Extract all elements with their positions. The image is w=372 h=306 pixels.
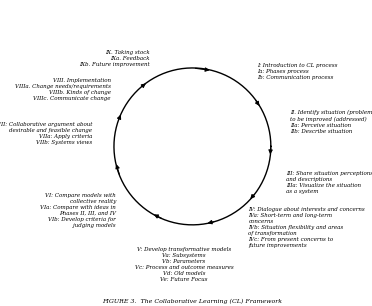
Text: IX. Taking stock
IXa. Feedback
IXb. Future improvement: IX. Taking stock IXa. Feedback IXb. Futu… [79, 50, 150, 67]
Text: I: Introduction to CL process
Ia: Phases process
Ib: Communication process: I: Introduction to CL process Ia: Phases… [257, 63, 337, 80]
Text: VII: Collaborative argument about
desirable and feasible change
VIIa: Apply crit: VII: Collaborative argument about desira… [0, 122, 93, 145]
Text: VI: Compare models with
collective reality
VIa: Compare with ideas in
Phases II,: VI: Compare models with collective reali… [40, 193, 116, 228]
Text: IV: Dialogue about interests and concerns
IVa: Short-term and long-term
concerns: IV: Dialogue about interests and concern… [248, 207, 365, 248]
Text: FIGURE 3.  The Collaborative Learning (CL) Framework: FIGURE 3. The Collaborative Learning (CL… [102, 299, 282, 304]
Text: III: Share situation perceptions
and descriptions
IIIa: Visualize the situation
: III: Share situation perceptions and des… [286, 170, 372, 194]
Text: V: Develop transformative models
Va: Subsystems
Vb: Parameters
Vc: Process and o: V: Develop transformative models Va: Sub… [135, 247, 234, 282]
Text: II. Identify situation (problem)
to be improved (addressed)
IIa: Perceive situat: II. Identify situation (problem) to be i… [290, 110, 372, 133]
Text: VIII. Implementation
VIIIa. Change needs/requirements
VIIIb. Kinds of change
VII: VIII. Implementation VIIIa. Change needs… [15, 77, 111, 101]
